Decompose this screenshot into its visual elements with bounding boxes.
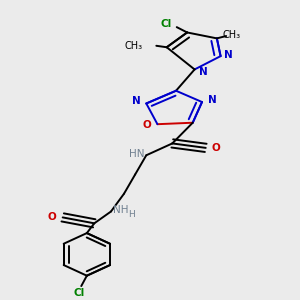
Text: O: O: [212, 143, 220, 153]
Text: CH₃: CH₃: [124, 41, 142, 51]
Text: CH₃: CH₃: [223, 30, 241, 40]
Text: HN: HN: [129, 149, 144, 159]
Text: N: N: [208, 95, 217, 105]
Text: N: N: [224, 50, 233, 60]
Text: O: O: [48, 212, 57, 221]
Text: Cl: Cl: [74, 288, 85, 298]
Text: H: H: [128, 210, 134, 219]
Text: N: N: [131, 96, 140, 106]
Text: N: N: [200, 67, 208, 77]
Text: Cl: Cl: [161, 19, 172, 29]
Text: NH: NH: [113, 205, 128, 215]
Text: O: O: [143, 120, 152, 130]
